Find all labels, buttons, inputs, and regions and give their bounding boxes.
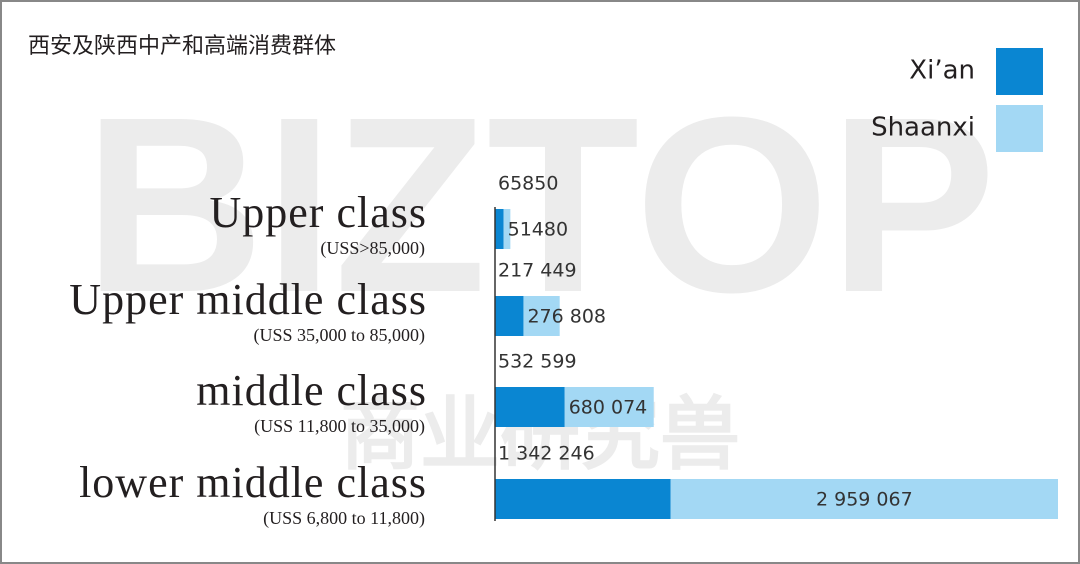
value-label: 51480: [508, 219, 568, 241]
category-label: Upper middle class: [69, 275, 427, 324]
legend-swatch: [996, 105, 1043, 152]
category-label: Upper class: [210, 188, 428, 237]
bar-segment: [564, 387, 654, 427]
bar-segment: [495, 479, 671, 519]
category-note: (USS 35,000 to 85,000): [253, 325, 425, 346]
value-label: 65850: [498, 173, 558, 195]
bar-segment: [495, 209, 504, 249]
category-note: (USS>85,000): [320, 238, 425, 259]
category-label: lower middle class: [79, 458, 427, 507]
bar-segment: [523, 296, 560, 336]
value-label: 532 599: [498, 351, 577, 373]
legend-swatch: [996, 48, 1043, 95]
value-label: 217 449: [498, 260, 577, 282]
bar-segment: [495, 387, 565, 427]
value-label: 1 342 246: [498, 443, 595, 465]
legend-label: Shaanxi: [871, 113, 975, 143]
category-label: middle class: [196, 366, 427, 415]
bar-segment: [670, 479, 1058, 519]
value-label: 680 074: [569, 397, 648, 419]
chart-title: 西安及陕西中产和高端消费群体: [28, 34, 336, 59]
legend-label: Xi’an: [909, 56, 975, 86]
category-note: (USS 11,800 to 35,000): [254, 416, 425, 437]
bar-segment: [495, 296, 524, 336]
bar-segment: [503, 209, 511, 249]
value-label: 2 959 067: [816, 489, 913, 511]
category-note: (USS 6,800 to 11,800): [263, 508, 425, 529]
value-label: 276 808: [527, 306, 606, 328]
